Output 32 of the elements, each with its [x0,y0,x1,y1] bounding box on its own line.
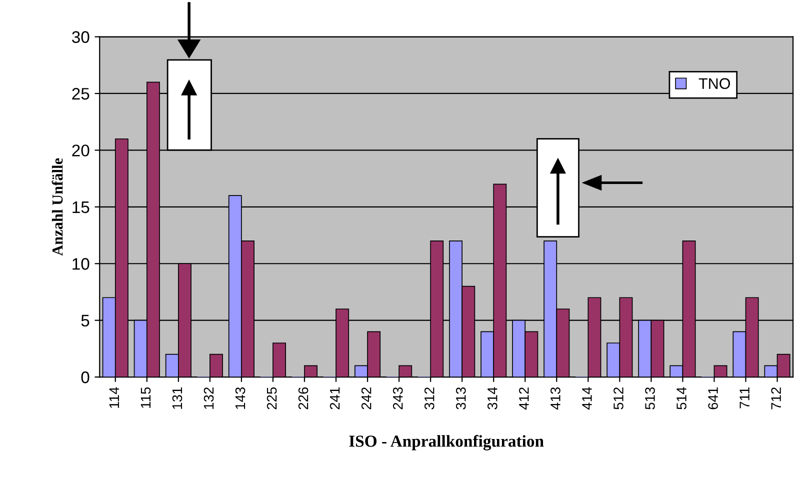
x-tick-label: 514 [676,387,686,410]
x-tick-label: 313 [456,387,466,410]
x-tick-label: 143 [235,387,246,409]
x-tick-label: 241 [330,387,340,410]
x-tick-label: 242 [361,387,372,410]
x-tick-label: 314 [487,387,498,410]
x-tick-label: 226 [298,387,308,410]
x-tick-label: 513 [645,387,655,410]
x-tick-label: 243 [392,387,403,410]
x-tick-label: 312 [424,387,434,410]
x-tick-label: 115 [140,387,151,408]
x-tick-label: 512 [614,387,624,410]
y-tick-label: 10 [72,258,90,270]
y-tick-label: 20 [72,144,90,156]
x-tick-label: 414 [582,387,592,410]
x-tick-label: 712 [771,387,781,410]
x-axis-title: ISO - Anprallkonfiguration [349,434,544,450]
x-tick-label: 711 [740,387,750,408]
y-axis-title: Anzahl Unfälle [52,158,63,256]
y-tick-label: 0 [81,371,90,384]
x-tick-label: 131 [172,387,182,409]
y-tick-label: 25 [72,88,90,100]
x-tick-label: 114 [109,387,119,408]
y-tick-label: 15 [72,201,90,214]
x-tick-label: 412 [519,387,529,410]
x-tick-label: 641 [708,387,718,410]
y-tick-label: 5 [81,314,90,327]
x-tick-label: 413 [550,387,560,410]
x-tick-label: 225 [266,387,277,410]
x-tick-label: 132 [204,387,214,409]
legend-label: TNO [698,78,730,89]
y-tick-label: 30 [72,31,90,43]
